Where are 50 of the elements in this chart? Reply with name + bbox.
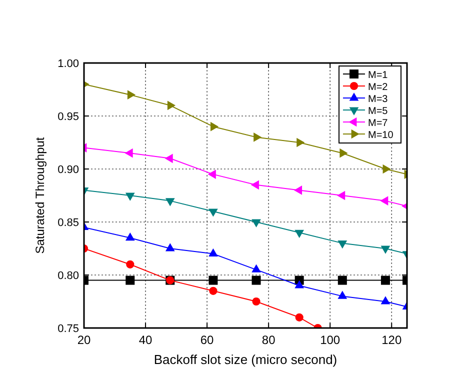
legend-label: M=1: [368, 70, 388, 81]
point: [126, 260, 134, 268]
point: [210, 122, 219, 132]
x-tick-label: 60: [200, 333, 214, 347]
point: [208, 276, 218, 285]
point: [165, 198, 175, 206]
point: [209, 286, 218, 295]
y-tick-label: 0.85: [58, 217, 79, 229]
legend-label: M=5: [368, 106, 388, 117]
y-tick-label: 0.95: [58, 111, 79, 123]
legend-label: M=7: [368, 118, 388, 129]
x-tick-label: 40: [138, 333, 153, 347]
point: [167, 100, 176, 110]
point: [380, 276, 390, 285]
legend-label: M=2: [368, 82, 388, 93]
y-axis-title: Saturated Throughput: [33, 136, 47, 254]
point: [125, 192, 135, 201]
y-tick-label: 0.80: [58, 270, 79, 282]
point: [125, 232, 135, 241]
y-tick-label: 1.00: [58, 58, 79, 70]
point: [252, 297, 260, 306]
point: [252, 276, 261, 285]
x-tick-label: 100: [320, 333, 340, 347]
point: [338, 290, 348, 299]
point: [380, 196, 388, 206]
point: [380, 296, 390, 304]
point: [296, 138, 305, 148]
y-tick-label: 0.75: [58, 323, 79, 335]
point: [126, 276, 135, 285]
legend-label: M=10: [368, 130, 394, 141]
point: [294, 230, 304, 238]
point: [338, 276, 347, 285]
x-tick-label: 20: [77, 333, 91, 347]
point: [254, 132, 262, 142]
point: [337, 190, 346, 200]
point: [165, 243, 175, 252]
legend-label: M=3: [368, 94, 388, 105]
x-tick-label: 80: [262, 333, 276, 347]
point: [295, 313, 304, 322]
point: [124, 148, 133, 158]
y-tick-label: 0.90: [58, 164, 79, 176]
point: [252, 219, 261, 228]
point: [294, 280, 304, 288]
point: [380, 246, 390, 254]
point: [208, 248, 218, 256]
point: [252, 264, 261, 272]
point: [294, 186, 302, 195]
x-tick-label: 120: [382, 333, 402, 347]
point: [208, 208, 218, 217]
x-axis-title: Backoff slot size (micro second): [154, 352, 338, 367]
